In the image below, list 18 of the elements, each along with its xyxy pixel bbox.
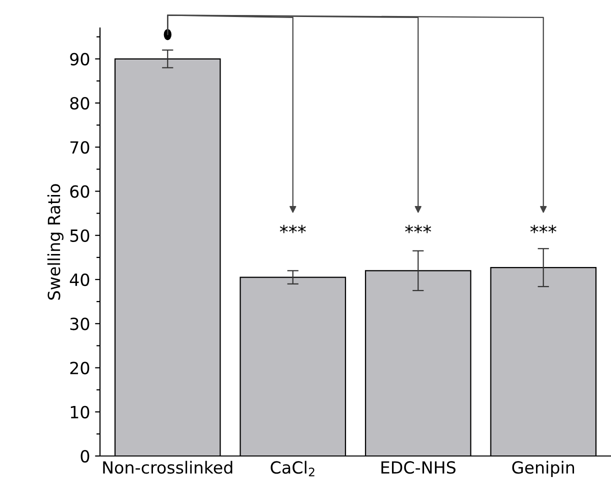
x-tick-label: Genipin — [512, 460, 574, 477]
y-tick-label: 80 — [70, 96, 90, 110]
x-tick-label: CaCl$_{2}$ — [270, 460, 314, 476]
y-tick-label: 90 — [70, 52, 90, 66]
y-tick-label: 0 — [80, 450, 90, 463]
annotation: *** — [405, 224, 432, 234]
y-tick-label: 40 — [70, 273, 90, 286]
x-tick-label: EDC-NHS — [381, 461, 456, 474]
y-axis-title: Swelling Ratio — [47, 184, 64, 300]
annotation: *** — [530, 224, 556, 234]
y-tick-label: 60 — [70, 185, 90, 198]
y-tick-label: 70 — [70, 141, 90, 154]
y-tick-label: 20 — [70, 362, 90, 374]
y-tick-label: 30 — [70, 318, 90, 330]
y-tick-label: 10 — [70, 406, 90, 418]
annotation: *** — [280, 224, 306, 234]
x-tick-label: Non-crosslinked — [103, 460, 232, 474]
y-tick-label: 50 — [70, 229, 90, 242]
